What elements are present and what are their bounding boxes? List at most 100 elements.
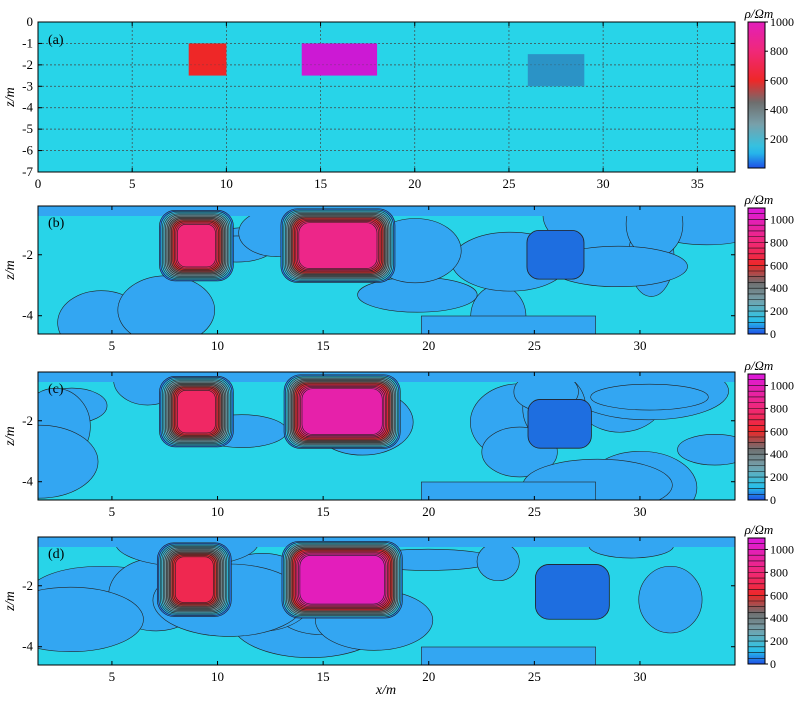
x-tick-label: 10 <box>211 504 224 519</box>
anomaly-1 <box>159 209 234 282</box>
x-tick-label: 5 <box>109 669 116 684</box>
x-tick-label: 25 <box>502 176 515 191</box>
anomaly-3 <box>535 564 610 620</box>
colorbar-fill <box>747 21 766 169</box>
panel-1: 0 5 10 15 20 25 30 35 0 -1 -2 -3 -4 -5 -6 -7 z/m (a) 200 40… <box>3 6 794 191</box>
x-tick-label: 15 <box>317 669 330 684</box>
y-tick-label: -2 <box>22 413 33 428</box>
plot-area <box>38 206 735 334</box>
colorbar-tick-label: 800 <box>770 565 788 579</box>
y-tick-label: -1 <box>22 35 33 50</box>
x-tick-label: 15 <box>317 504 330 519</box>
contour-level <box>177 389 216 434</box>
colorbar-tick-label: 1000 <box>770 378 794 392</box>
x-tick-label: 35 <box>691 176 704 191</box>
background-patch <box>677 433 735 466</box>
y-axis-title: z/m <box>3 87 18 107</box>
anomaly-1 <box>156 542 232 617</box>
conductive-body <box>535 564 610 620</box>
conductive-body <box>527 399 592 449</box>
panel-label: (c) <box>48 382 64 397</box>
plot-frame <box>37 371 736 501</box>
colorbar-tick-label: 0 <box>770 657 776 671</box>
x-tick-label: 0 <box>35 176 42 191</box>
x-tick-label: 25 <box>528 504 541 519</box>
panel-label: (b) <box>48 216 65 231</box>
colorbar-tick-label: 400 <box>770 103 788 117</box>
colorbar-tick-label: 400 <box>770 611 788 625</box>
plot-area <box>38 372 735 500</box>
contour-level <box>174 556 214 603</box>
x-tick-label: 25 <box>528 338 541 353</box>
y-tick-label: 0 <box>27 14 34 29</box>
anomaly-block-1 <box>188 43 227 76</box>
y-tick-label: -2 <box>22 578 33 593</box>
x-tick-label: 10 <box>211 338 224 353</box>
x-tick-label: 15 <box>317 338 330 353</box>
colorbar-tick-label: 200 <box>770 634 788 648</box>
x-tick-label: 20 <box>422 504 435 519</box>
contour-level <box>299 554 385 605</box>
plot-area <box>38 22 735 172</box>
plot-frame <box>37 205 736 335</box>
conductive-body <box>526 229 585 280</box>
y-tick-label: -4 <box>22 308 33 323</box>
colorbar: 0 200 400 600 800 1000 ρ/Ωm <box>744 522 794 671</box>
y-tick-label: -5 <box>22 121 33 136</box>
x-tick-label: 30 <box>597 176 610 191</box>
background-fill <box>38 22 735 172</box>
colorbar-tick-label: 1000 <box>770 15 794 29</box>
colorbar-tick-label: 800 <box>770 401 788 415</box>
colorbar: 0 200 400 600 800 1000 ρ/Ωm <box>744 358 794 507</box>
x-tick-label: 20 <box>408 176 421 191</box>
y-tick-label: -6 <box>22 143 33 158</box>
panel-4: 5 10 15 20 25 30 -2 -4 z/m (d) 0 200 400 600 800 1000 ρ/… <box>3 522 794 684</box>
colorbar-tick-label: 600 <box>770 73 788 87</box>
background-patch <box>638 565 703 634</box>
x-tick-label: 5 <box>129 176 136 191</box>
colorbar-tick-label: 600 <box>770 424 788 438</box>
colorbar-tick-label: 200 <box>770 132 788 146</box>
contour-level <box>301 388 383 435</box>
x-tick-label: 20 <box>422 669 435 684</box>
y-tick-label: -4 <box>22 639 33 654</box>
x-tick-label: 30 <box>633 338 646 353</box>
colorbar-tick-label: 0 <box>770 327 776 341</box>
anomaly-3 <box>527 399 592 449</box>
colorbar-title: ρ/Ωm <box>744 522 774 537</box>
background-patch <box>38 424 99 499</box>
anomaly-block-3 <box>527 54 585 87</box>
bottom-band <box>421 481 596 500</box>
colorbar-tick-label: 0 <box>770 493 776 507</box>
anomaly-1 <box>159 375 234 448</box>
y-tick-label: -2 <box>22 247 33 262</box>
plot-frame <box>37 21 736 173</box>
y-tick-label: -7 <box>22 164 33 179</box>
colorbar-tick-label: 600 <box>770 258 788 272</box>
colorbar-title: ρ/Ωm <box>744 6 774 21</box>
colorbar-title: ρ/Ωm <box>744 358 774 373</box>
anomaly-2 <box>280 208 396 283</box>
plot-area <box>38 537 735 665</box>
y-tick-label: -2 <box>22 57 33 72</box>
colorbar-tick-label: 400 <box>770 447 788 461</box>
anomaly-2 <box>281 540 403 619</box>
plot-frame <box>37 536 736 666</box>
colorbar-tick-label: 200 <box>770 304 788 318</box>
x-tick-label: 20 <box>422 338 435 353</box>
anomaly-3 <box>526 229 585 280</box>
y-tick-label: -4 <box>22 474 33 489</box>
x-tick-label: 25 <box>528 669 541 684</box>
x-tick-label: 30 <box>633 504 646 519</box>
panel-label: (d) <box>48 547 65 562</box>
background-patch <box>590 383 709 411</box>
x-axis-title: x/m <box>375 683 396 698</box>
panel-3: 5 10 15 20 25 30 -2 -4 z/m (c) 0 200 400 600 800 1000 ρ/… <box>3 358 794 519</box>
colorbar-tick-label: 800 <box>770 235 788 249</box>
colorbar-title: ρ/Ωm <box>744 192 774 207</box>
colorbar-tick-label: 1000 <box>770 542 794 556</box>
x-tick-label: 15 <box>314 176 327 191</box>
